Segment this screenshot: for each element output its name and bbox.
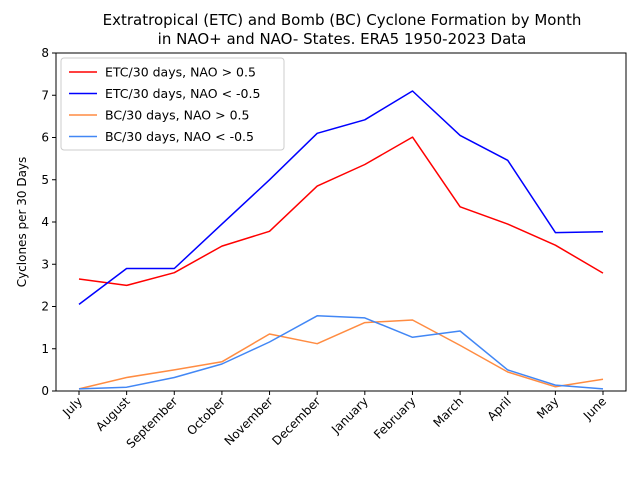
x-tick-label: September (124, 394, 181, 451)
series-line-3 (78, 319, 604, 390)
y-tick-label: 3 (41, 257, 49, 271)
x-tick-label: November (222, 394, 276, 448)
chart-title-line-2: in NAO+ and NAO- States. ERA5 1950-2023 … (158, 30, 527, 48)
x-tick-label: October (184, 394, 228, 438)
legend: ETC/30 days, NAO > 0.5 ETC/30 days, NAO <… (60, 57, 285, 151)
y-axis: 0 1 2 3 4 5 6 7 8 (41, 46, 56, 398)
series-line-4 (78, 315, 604, 390)
series-lines (78, 90, 604, 390)
y-tick-label: 5 (41, 173, 49, 187)
y-tick-label: 1 (41, 342, 49, 356)
x-tick-label: May (534, 394, 561, 421)
legend-box (60, 57, 285, 151)
y-tick-label: 8 (41, 46, 49, 60)
legend-label-4: BC/30 days, NAO < -0.5 (105, 129, 254, 144)
y-tick-label: 2 (41, 300, 49, 314)
x-tick-label: July (59, 394, 85, 420)
series-line-2 (78, 90, 604, 305)
x-tick-label: August (93, 394, 133, 434)
y-tick-label: 7 (41, 88, 49, 102)
legend-label-3: BC/30 days, NAO > 0.5 (105, 108, 249, 123)
x-tick-label: June (580, 394, 609, 423)
y-tick-label: 0 (41, 384, 49, 398)
series-line-1 (78, 136, 604, 287)
y-tick-label: 6 (41, 131, 49, 145)
y-axis-label: Cyclones per 30 Days (15, 157, 29, 288)
x-tick-label: February (371, 394, 419, 442)
legend-label-2: ETC/30 days, NAO < -0.5 (105, 86, 260, 101)
chart-title: Extratropical (ETC) and Bomb (BC) Cyclon… (103, 11, 582, 48)
legend-label-1: ETC/30 days, NAO > 0.5 (105, 65, 256, 80)
x-tick-label: January (328, 394, 371, 437)
x-tick-label: December (269, 394, 323, 448)
chart-title-line-1: Extratropical (ETC) and Bomb (BC) Cyclon… (103, 11, 582, 29)
x-tick-label: March (430, 394, 466, 430)
x-tick-label: April (485, 394, 514, 423)
y-tick-label: 4 (41, 215, 49, 229)
